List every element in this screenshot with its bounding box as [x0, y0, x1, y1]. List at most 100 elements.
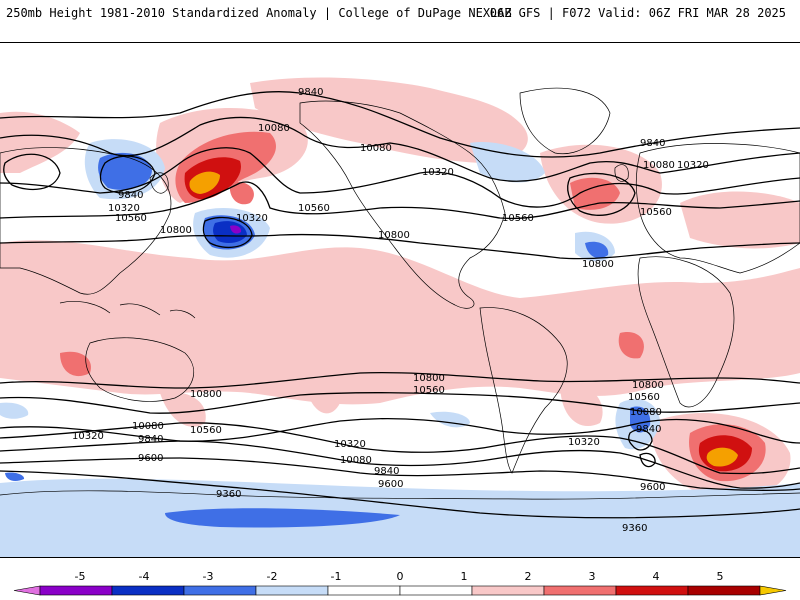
contour-label: 9840 [640, 138, 665, 149]
contour-label: 10800 [632, 380, 664, 391]
coastline-asia-west [0, 147, 172, 295]
anomaly-negative-4 [230, 225, 242, 234]
contour-label: 10080 [630, 407, 662, 418]
contour-label: 9360 [216, 489, 241, 500]
anomaly-positive-5 [189, 171, 220, 194]
contour-label: 10800 [378, 230, 410, 241]
anomaly-positive-1 [0, 111, 80, 173]
contour-label: 10560 [640, 207, 672, 218]
anomaly-negative-2 [98, 152, 152, 190]
coastline-antarctica [0, 490, 800, 500]
colorbar-tick-label: -5 [75, 570, 86, 583]
anomaly-negative-3 [213, 221, 247, 243]
anomaly-negative-1 [0, 402, 29, 419]
contour-labels: 9840 10080 10080 9840 10320 10560 10800 … [72, 87, 709, 534]
contour-label: 10800 [160, 225, 192, 236]
anomaly-positive-1 [680, 191, 800, 249]
anomaly-negative-2 [5, 472, 25, 481]
coastline-australia [85, 337, 194, 402]
contour-label: 9840 [298, 87, 323, 98]
contour-10080-north [0, 116, 800, 182]
contour-label: 9840 [138, 434, 163, 445]
height-contours [0, 91, 800, 519]
contour-closed-low-southatlantic [628, 429, 653, 451]
contour-label: 10560 [628, 392, 660, 403]
colorbar-tick-label: -1 [331, 570, 342, 583]
contour-label: 9840 [118, 190, 143, 201]
contour-label: 10560 [413, 385, 445, 396]
colorbar-segment [111, 585, 185, 596]
contour-label: 10320 [568, 437, 600, 448]
contour-closed-low-npac [202, 216, 253, 249]
anomaly-negative-2 [585, 241, 609, 259]
contour-10800-north [0, 233, 800, 260]
anomaly-negative-2 [630, 406, 651, 433]
colorbar-segment [471, 585, 545, 596]
colorbar-tick-label: 5 [717, 570, 724, 583]
anomaly-negative-2 [165, 508, 400, 528]
colorbar-segment [399, 585, 473, 596]
coastline-greenland [519, 87, 611, 155]
map-title: 250mb Height 1981-2010 Standardized Anom… [6, 6, 512, 20]
contour-label: 10560 [115, 213, 147, 224]
contour-closed-small-south [639, 452, 656, 468]
contour-closed-low-west [3, 153, 61, 191]
contour-10320-south [0, 417, 800, 444]
contour-label: 10320 [72, 431, 104, 442]
contour-10080-south [0, 422, 800, 475]
contour-label: 9600 [640, 482, 665, 493]
colorbar-segment [255, 585, 329, 596]
colorbar-segment [39, 585, 113, 596]
colorbar-segment [327, 585, 401, 596]
colorbar-segment [615, 585, 689, 596]
contour-label: 10560 [502, 213, 534, 224]
anomaly-map: 9840 10080 10080 9840 10320 10560 10800 … [0, 42, 800, 558]
anomaly-positive-2 [570, 177, 620, 210]
contour-label: 10080 [132, 421, 164, 432]
colorbar-segment [543, 585, 617, 596]
contour-10560-south [0, 392, 800, 414]
anomaly-positive-1 [0, 240, 800, 405]
contour-9840-south [0, 440, 800, 489]
coastline-indonesia [59, 300, 196, 319]
colorbar-tick-label: 3 [589, 570, 596, 583]
contour-10800-south [0, 372, 800, 389]
anomaly-positive-1 [560, 382, 603, 427]
model-run-info: 06Z GFS | F072 Valid: 06Z FRI MAR 28 202… [489, 6, 786, 20]
colorbar-segment [13, 585, 41, 596]
colorbar-tick-label: 1 [461, 570, 468, 583]
colorbar-tick-label: -3 [203, 570, 214, 583]
coastline-eurasia [635, 143, 800, 274]
anomaly-positive-1 [160, 392, 206, 427]
anomaly-negative-1 [0, 478, 800, 557]
contour-closed-high-atlantic [567, 172, 636, 216]
contour-9840-north [0, 91, 800, 158]
contour-label: 10080 [258, 123, 290, 134]
contour-label: 9600 [138, 453, 163, 464]
colorbar-tick-label: 0 [397, 570, 404, 583]
colorbar-segment [183, 585, 257, 596]
contour-label: 9360 [622, 523, 647, 534]
contour-label: 10320 [108, 203, 140, 214]
contour-label: 10080 [643, 160, 675, 171]
contour-label: 10800 [413, 373, 445, 384]
contour-label: 10800 [190, 389, 222, 400]
anomaly-positive-2 [618, 332, 644, 359]
contour-label: 10320 [334, 439, 366, 450]
anomaly-negative-1 [470, 142, 545, 183]
contour-label: 10080 [360, 143, 392, 154]
anomaly-colorbar: -5 -4 -3 -2 -1 0 1 2 3 4 5 [13, 570, 787, 596]
coastline-africa [637, 256, 735, 408]
contour-label: 10560 [298, 203, 330, 214]
contour-10560-north [0, 181, 800, 220]
contour-label: 9600 [378, 479, 403, 490]
anomaly-shading [0, 77, 800, 557]
anomaly-positive-5 [706, 447, 738, 467]
contour-label: 9840 [636, 424, 661, 435]
colorbar-tick-label: -4 [139, 570, 150, 583]
colorbar-tick-label: 4 [653, 570, 660, 583]
contour-label: 10320 [677, 160, 709, 171]
contour-label: 9840 [374, 466, 399, 477]
colorbar-segment [687, 585, 761, 596]
colorbar-tick-label: -2 [267, 570, 278, 583]
